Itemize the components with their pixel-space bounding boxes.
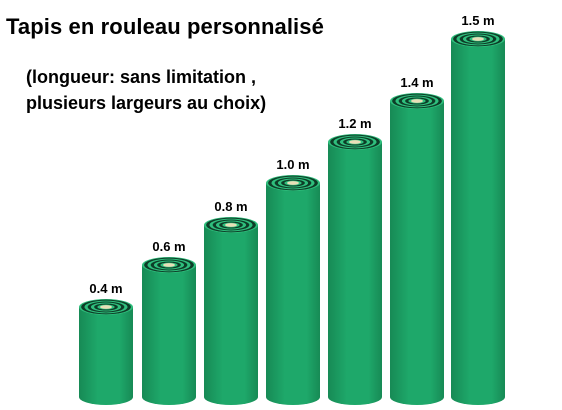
roll-body	[204, 225, 258, 405]
carpet-roll: 0.4 m	[79, 281, 133, 405]
subtitle-line-1: (longueur: sans limitation ,	[26, 67, 257, 87]
roll-width-label: 0.4 m	[89, 281, 122, 296]
roll-body	[79, 307, 133, 405]
roll-width-label: 0.6 m	[152, 239, 185, 254]
roll-width-label: 1.5 m	[461, 13, 494, 28]
carpet-roll: 1.2 m	[328, 116, 382, 405]
roll-body	[266, 183, 320, 405]
roll-core	[411, 99, 423, 103]
carpet-roll: 1.0 m	[266, 157, 320, 405]
roll-body	[328, 142, 382, 405]
roll-body	[451, 39, 505, 405]
roll-body	[390, 101, 444, 405]
carpet-roll: 1.5 m	[451, 13, 505, 405]
carpet-roll: 0.8 m	[204, 199, 258, 405]
roll-width-label: 0.8 m	[214, 199, 247, 214]
roll-core	[472, 37, 484, 41]
roll-core	[287, 181, 299, 185]
roll-core	[349, 140, 361, 144]
subtitle-line-2: plusieurs largeurs au choix)	[26, 93, 267, 113]
roll-core	[225, 223, 237, 227]
carpet-roll: 1.4 m	[390, 75, 444, 405]
page-title: Tapis en rouleau personnalisé	[6, 14, 324, 39]
roll-body	[142, 265, 196, 405]
carpet-roll: 0.6 m	[142, 239, 196, 405]
roll-core	[163, 263, 175, 267]
roll-width-label: 1.2 m	[338, 116, 371, 131]
roll-core	[100, 305, 112, 309]
roll-width-label: 1.0 m	[276, 157, 309, 172]
roll-width-label: 1.4 m	[400, 75, 433, 90]
page-subtitle: (longueur: sans limitation , plusieurs l…	[26, 64, 266, 116]
